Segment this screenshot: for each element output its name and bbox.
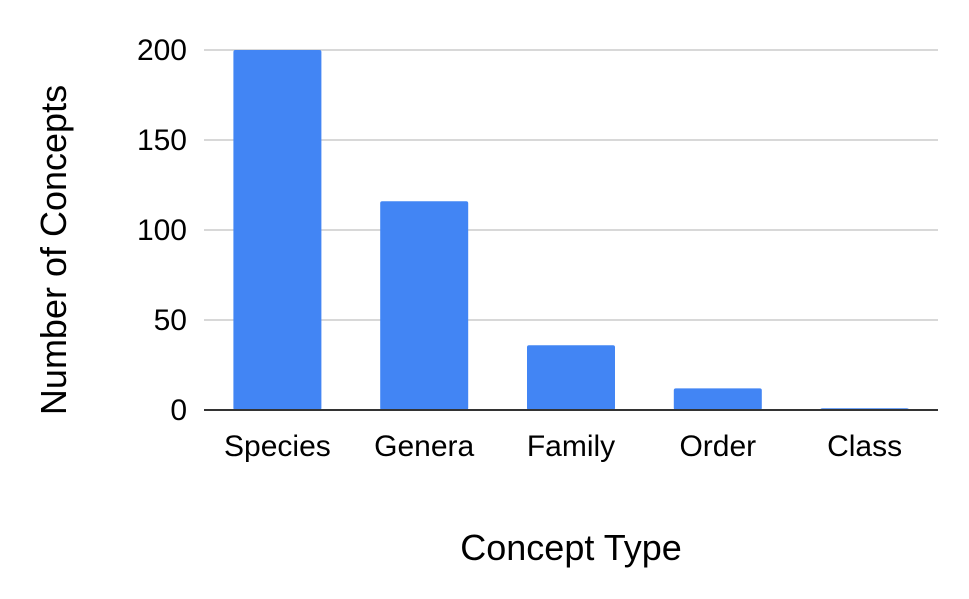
y-axis-title: Number of Concepts xyxy=(33,85,74,415)
y-tick-label: 150 xyxy=(137,124,187,157)
bar-genera xyxy=(380,201,469,410)
x-tick-label-class: Class xyxy=(827,430,902,463)
x-tick-label-order: Order xyxy=(679,430,756,463)
y-tick-labels: 0 50 100 150 200 xyxy=(137,34,187,427)
x-tick-label-family: Family xyxy=(527,430,615,463)
x-tick-label-species: Species xyxy=(224,430,331,463)
y-tick-label: 0 xyxy=(170,394,187,427)
y-tick-label: 100 xyxy=(137,214,187,247)
y-tick-label: 200 xyxy=(137,34,187,67)
gridlines xyxy=(204,49,938,321)
x-axis-title: Concept Type xyxy=(460,527,681,568)
bar-family xyxy=(527,345,615,410)
bar-order xyxy=(673,388,762,410)
x-tick-labels: Species Genera Family Order Class xyxy=(224,430,902,463)
bars xyxy=(233,50,909,410)
y-tick-label: 50 xyxy=(154,304,187,337)
x-tick-label-genera: Genera xyxy=(374,430,474,463)
bar-species xyxy=(233,50,322,410)
